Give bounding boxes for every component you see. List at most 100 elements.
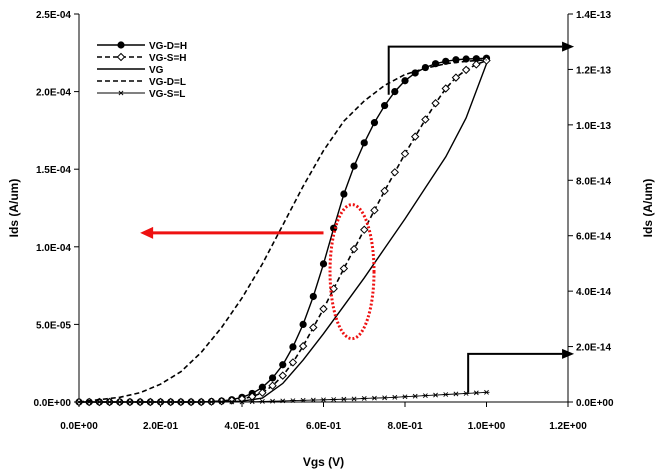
y-tick-label: 5.0E-05 (36, 320, 71, 331)
y-tick-label: 2.0E-04 (36, 88, 71, 99)
data-point (360, 139, 368, 147)
annotation-layer (140, 41, 575, 393)
asterisk-stroke (219, 399, 225, 405)
asterisk-stroke (86, 399, 92, 405)
data-point (118, 90, 124, 96)
asterisk-stroke (412, 393, 418, 399)
data-point (319, 304, 328, 314)
series-vg-s-h (74, 56, 491, 407)
series-line (78, 59, 487, 403)
asterisk-stroke (372, 395, 377, 401)
asterisk-stroke (249, 399, 255, 405)
data-point (371, 395, 378, 401)
data-point (340, 396, 347, 402)
y2-tick-label: 2.0E-14 (576, 343, 611, 354)
data-point (400, 149, 410, 158)
asterisk-stroke (433, 392, 438, 398)
data-point (239, 399, 245, 405)
data-point (278, 371, 287, 380)
asterisk-stroke (280, 398, 286, 404)
data-point (259, 399, 266, 404)
series-line (79, 59, 487, 403)
data-point (330, 224, 338, 232)
data-point (167, 399, 174, 405)
data-point (116, 52, 126, 62)
legend-item: VG-D=H (97, 41, 187, 52)
arrow-shaft (387, 45, 563, 95)
y2-tick-label: 1.4E-13 (576, 10, 611, 21)
asterisk-stroke (443, 392, 449, 397)
asterisk-stroke (331, 397, 337, 402)
data-point (402, 394, 408, 400)
asterisk-stroke (147, 399, 153, 405)
data-point (473, 390, 480, 396)
asterisk-stroke (178, 399, 184, 405)
data-point (258, 388, 267, 397)
data-point (116, 399, 123, 405)
legend-label: VG-D=L (149, 77, 186, 88)
data-point (451, 73, 461, 82)
data-point (188, 399, 195, 405)
data-point (339, 264, 349, 273)
data-point (431, 99, 440, 108)
highlight-ellipse (328, 203, 376, 341)
asterisk-stroke (473, 390, 479, 396)
y-tick-label: 1.0E-04 (36, 243, 71, 254)
y-tick-label: 0.0E+00 (33, 398, 71, 409)
data-point (370, 119, 379, 127)
data-point (258, 383, 266, 391)
asterisk-stroke (137, 399, 143, 405)
asterisk-stroke (290, 398, 296, 404)
asterisk-stroke (76, 399, 82, 405)
asterisk-stroke (351, 396, 357, 402)
data-point (288, 358, 298, 367)
data-point (401, 77, 409, 85)
data-point (422, 393, 429, 399)
asterisk-stroke (270, 398, 275, 404)
x-tick-label: 8.0E-01 (387, 421, 422, 432)
x-tick-label: 1.0E+00 (468, 421, 506, 432)
asterisk-stroke (198, 399, 204, 405)
asterisk-stroke (484, 389, 489, 395)
asterisk-stroke (117, 399, 123, 405)
y2-tick-label: 8.0E-14 (576, 176, 611, 187)
x-tick-label: 4.0E-01 (224, 421, 259, 432)
series-line (79, 57, 487, 403)
data-point (157, 399, 164, 405)
series-layer (74, 54, 491, 407)
data-point (309, 292, 317, 301)
y-axis-title: Ids (A/um) (7, 179, 21, 238)
arrow-shaft (467, 352, 563, 393)
data-point (380, 186, 389, 196)
asterisk-stroke (310, 397, 316, 403)
data-point (310, 397, 317, 403)
data-point (126, 399, 133, 405)
data-point (86, 399, 93, 405)
left-axis-arrow-head (140, 226, 154, 239)
x-tick-label: 2.0E-01 (143, 421, 178, 432)
data-point (350, 162, 358, 170)
data-point (147, 399, 154, 405)
data-point (442, 392, 449, 397)
data-point (268, 381, 277, 390)
y2-axis-title: Ids (A/um) (641, 179, 655, 238)
x-axis-title: Vgs (V) (303, 455, 344, 469)
legend-label: VG (149, 65, 164, 76)
data-point (96, 399, 103, 405)
data-point (472, 60, 481, 69)
data-point (320, 397, 327, 403)
data-point (340, 190, 348, 198)
data-point (289, 343, 297, 351)
data-point (452, 391, 459, 397)
legend-label: VG-S=L (149, 89, 185, 100)
series-vg-d-h (75, 54, 491, 406)
data-point (309, 323, 318, 332)
series-vg-d-l (78, 59, 487, 403)
data-point (410, 132, 420, 141)
y2-tick-label: 6.0E-14 (576, 232, 611, 243)
data-point (351, 396, 358, 402)
data-point (483, 389, 490, 395)
asterisk-stroke (402, 394, 408, 400)
asterisk-stroke (239, 399, 245, 405)
